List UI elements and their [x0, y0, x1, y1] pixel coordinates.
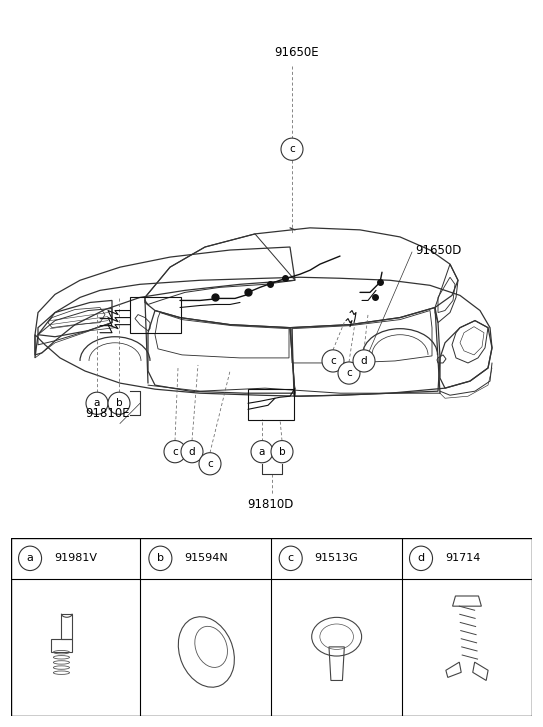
Text: c: c: [288, 553, 294, 563]
Text: b: b: [116, 398, 122, 409]
Text: d: d: [361, 356, 367, 366]
Text: 91810D: 91810D: [247, 497, 293, 510]
Text: 91981V: 91981V: [54, 553, 97, 563]
Circle shape: [271, 441, 293, 463]
Text: d: d: [418, 553, 425, 563]
Text: 91594N: 91594N: [185, 553, 228, 563]
Text: 91650D: 91650D: [415, 244, 462, 257]
Circle shape: [149, 546, 172, 571]
Circle shape: [409, 546, 433, 571]
Text: c: c: [207, 459, 213, 469]
Circle shape: [18, 546, 42, 571]
Text: c: c: [330, 356, 336, 366]
Circle shape: [164, 441, 186, 463]
Circle shape: [251, 441, 273, 463]
Text: 91650E: 91650E: [275, 46, 319, 59]
Text: a: a: [27, 553, 34, 563]
Text: d: d: [188, 446, 195, 457]
Text: a: a: [259, 446, 265, 457]
Circle shape: [338, 362, 360, 384]
Circle shape: [281, 138, 303, 160]
Circle shape: [199, 453, 221, 475]
Text: c: c: [172, 446, 178, 457]
Circle shape: [353, 350, 375, 372]
Circle shape: [181, 441, 203, 463]
Text: 91810E: 91810E: [86, 407, 130, 420]
Text: a: a: [94, 398, 100, 409]
Circle shape: [279, 546, 302, 571]
Text: 91513G: 91513G: [315, 553, 358, 563]
Circle shape: [86, 392, 108, 414]
Text: c: c: [289, 144, 295, 154]
Text: b: b: [279, 446, 285, 457]
Text: c: c: [346, 368, 352, 378]
Circle shape: [322, 350, 344, 372]
Circle shape: [108, 392, 130, 414]
Text: b: b: [157, 553, 164, 563]
Text: 91714: 91714: [445, 553, 481, 563]
